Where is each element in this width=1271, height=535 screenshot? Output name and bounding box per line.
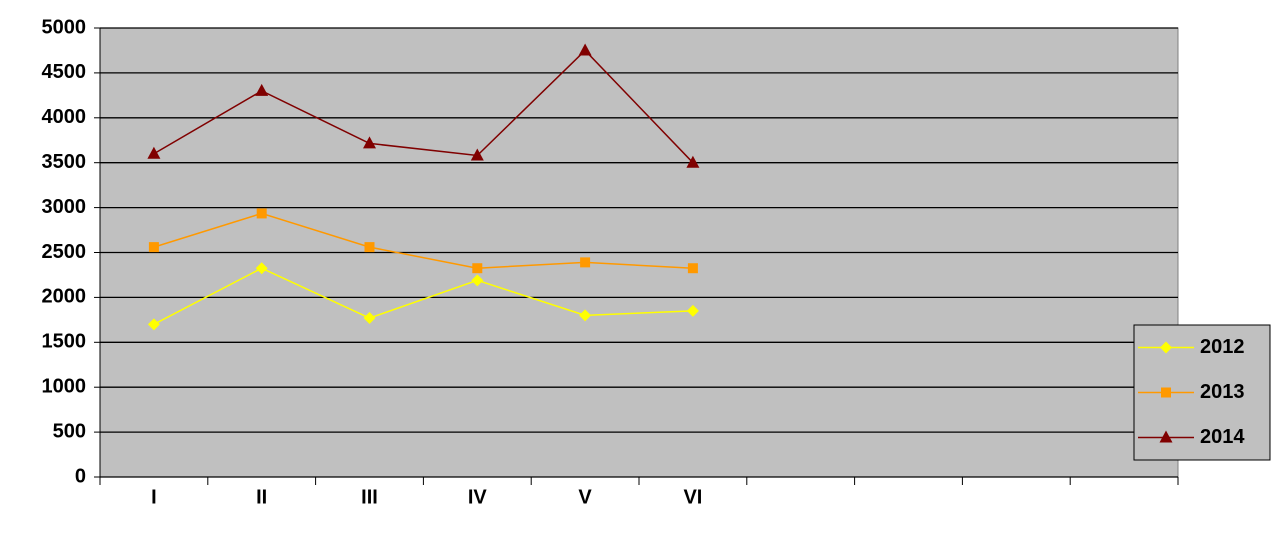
marker <box>147 318 160 331</box>
series-line <box>153 49 694 164</box>
legend-label: 2012 <box>1200 336 1245 358</box>
y-tick-label: 1500 <box>42 331 87 353</box>
marker <box>579 309 592 322</box>
y-tick-label: 3000 <box>42 196 87 218</box>
y-tick-label: 5000 <box>42 16 87 38</box>
marker <box>472 263 483 274</box>
y-tick-label: 500 <box>53 420 86 442</box>
marker <box>686 304 699 317</box>
marker <box>1161 387 1171 398</box>
x-tick-label: IV <box>468 486 488 508</box>
marker <box>256 208 267 219</box>
legend-label: 2014 <box>1200 426 1245 448</box>
marker <box>580 257 591 268</box>
marker <box>147 146 161 159</box>
x-tick-label: III <box>361 486 378 508</box>
marker <box>255 83 269 96</box>
series-line <box>153 267 693 326</box>
y-tick-label: 2000 <box>42 286 87 308</box>
marker <box>255 262 268 275</box>
legend-label: 2013 <box>1200 381 1245 403</box>
marker <box>686 155 700 168</box>
y-tick-label: 4000 <box>42 106 87 128</box>
marker <box>363 312 376 325</box>
y-tick-label: 0 <box>75 465 86 487</box>
marker <box>1159 430 1173 443</box>
series-line <box>153 212 693 269</box>
marker <box>364 242 375 253</box>
y-tick-label: 3500 <box>42 151 87 173</box>
y-tick-label: 1000 <box>42 375 87 397</box>
marker <box>363 136 376 149</box>
marker <box>148 242 159 253</box>
y-tick-label: 4500 <box>42 61 87 83</box>
marker <box>578 43 592 56</box>
x-tick-label: I <box>151 486 157 508</box>
x-tick-label: VI <box>683 486 702 508</box>
marker <box>470 148 484 161</box>
marker <box>687 263 698 274</box>
marker <box>471 274 484 287</box>
marker <box>1160 341 1172 354</box>
y-tick-label: 2500 <box>42 241 87 263</box>
x-tick-label: II <box>256 486 267 508</box>
x-tick-label: V <box>578 486 592 508</box>
